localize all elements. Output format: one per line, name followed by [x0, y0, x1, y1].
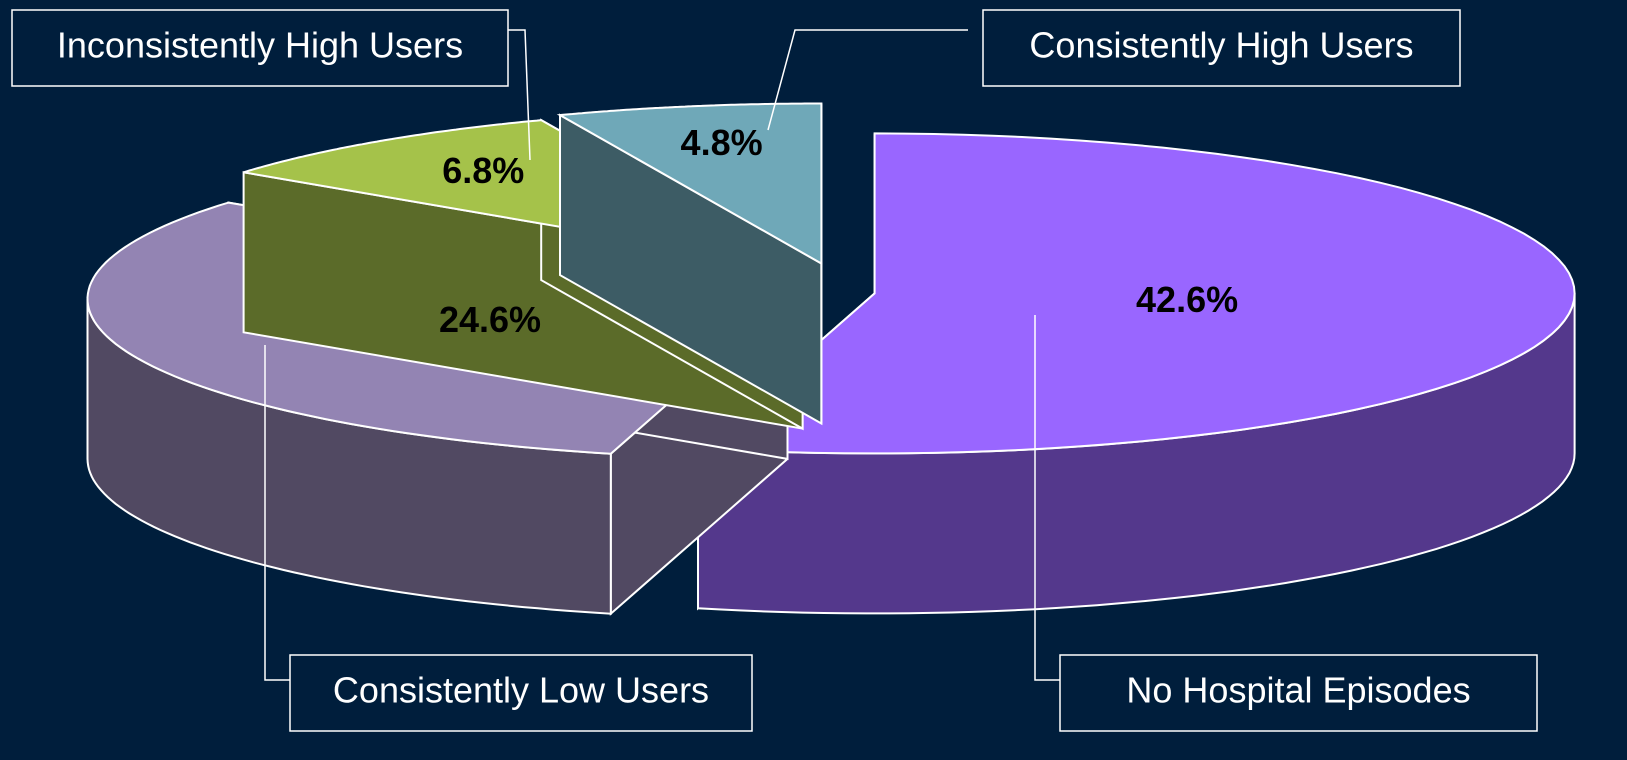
- slice: [556, 102, 823, 426]
- value-label: 24.6%: [439, 299, 541, 340]
- label-box: [11, 9, 509, 87]
- category-label: Consistently Low Users: [333, 670, 709, 711]
- slice-top: [556, 102, 823, 266]
- value-label: 4.8%: [681, 122, 763, 163]
- leader-line: [1034, 315, 1060, 681]
- slice-top: [695, 132, 1576, 455]
- category-label: Inconsistently High Users: [57, 25, 463, 66]
- leader-line: [264, 345, 290, 681]
- leader-line: [767, 29, 968, 131]
- value-label: 6.8%: [442, 150, 524, 191]
- category-label: Consistently High Users: [1029, 25, 1413, 66]
- slice: [695, 132, 1576, 615]
- category-label: No Hospital Episodes: [1126, 670, 1470, 711]
- label-box: [289, 654, 753, 732]
- value-label: 42.6%: [1136, 279, 1238, 320]
- label-box: [982, 9, 1461, 87]
- label-box: [1059, 654, 1538, 732]
- leader-line: [508, 29, 531, 161]
